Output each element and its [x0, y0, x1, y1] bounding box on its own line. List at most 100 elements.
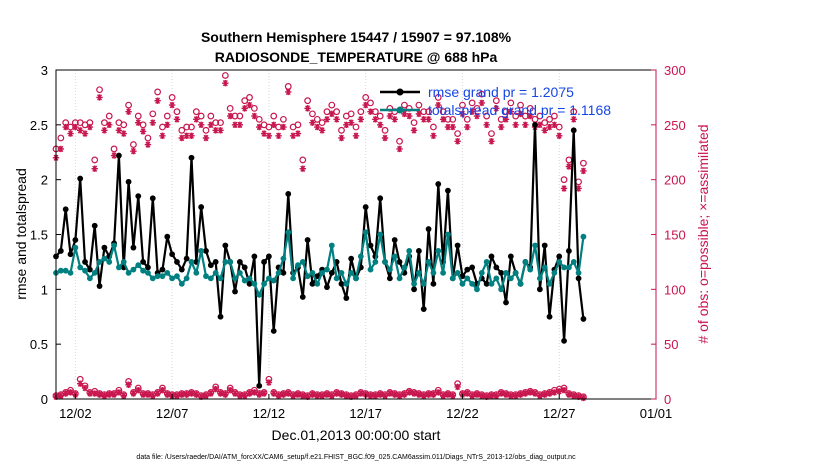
spread-point [236, 269, 243, 276]
obs-possible-marker [304, 97, 312, 105]
rmse-point [328, 269, 335, 276]
obs-assimilated-low-marker [352, 392, 360, 399]
obs-assimilated-marker [415, 110, 423, 118]
spread-point [348, 269, 355, 276]
obs-assimilated-marker [459, 110, 466, 118]
spread-point [430, 269, 437, 276]
obs-assimilated-marker [454, 138, 461, 145]
spread-point [135, 262, 142, 269]
obs-assimilated-low-marker [497, 390, 505, 397]
rmse-point [169, 251, 176, 258]
obs-assimilated-marker [347, 119, 355, 126]
spread-point [62, 267, 69, 274]
obs-assimilated-marker [168, 101, 176, 109]
spread-point [522, 259, 529, 265]
rmse-point [198, 204, 205, 210]
obs-possible-marker [105, 112, 113, 120]
rmse-point [183, 255, 190, 262]
rmse-point [67, 251, 74, 258]
obs-assimilated-low-marker [285, 390, 292, 397]
obs-possible-marker [226, 104, 234, 112]
spread-point [493, 275, 500, 282]
obs-assimilated-marker [81, 130, 89, 137]
spread-point [338, 269, 345, 276]
spread-point [193, 269, 200, 276]
obs-assimilated-low-marker [149, 392, 156, 399]
obs-possible-marker [120, 121, 128, 129]
obs-assimilated-low-marker [420, 392, 427, 399]
obs-possible-marker [318, 119, 326, 127]
obs-assimilated-marker [507, 108, 515, 115]
rmse-point [498, 269, 505, 276]
obs-assimilated-low-marker [256, 391, 263, 398]
obs-assimilated-low-marker [86, 390, 94, 397]
obs-assimilated-marker [299, 165, 306, 172]
spread-point [106, 259, 113, 265]
obs-possible-marker [410, 119, 418, 127]
obs-assimilated-low-marker [551, 389, 558, 396]
obs-possible-marker [270, 112, 278, 120]
y-right-tick-label: 0 [664, 392, 671, 407]
legend-spread-label: totalspread grand pr = 1.1168 [428, 102, 611, 118]
obs-assimilated-low-marker [570, 392, 577, 399]
rmse-point [416, 248, 422, 254]
obs-assimilated-marker [444, 123, 452, 131]
obs-assimilated-marker [357, 116, 365, 123]
obs-assimilated-marker [164, 121, 171, 129]
spread-point [314, 280, 321, 287]
rmse-point [343, 295, 350, 302]
obs-assimilated-low-marker [231, 390, 239, 397]
y-axis-label-right: # of obs: o=possible; ×=assimilated [695, 124, 711, 343]
rmse-point [566, 248, 572, 254]
obs-assimilated-low-marker [575, 393, 582, 401]
obs-assimilated-low-marker [212, 385, 219, 393]
obs-assimilated-marker [135, 119, 142, 126]
obs-assimilated-marker [391, 116, 398, 123]
obs-assimilated-low-marker [164, 391, 171, 398]
obs-assimilated-marker [222, 79, 229, 87]
obs-assimilated-low-marker [483, 393, 490, 401]
obs-assimilated-marker [560, 185, 568, 192]
obs-assimilated-marker [575, 185, 582, 192]
obs-assimilated-marker [285, 88, 292, 96]
obs-assimilated-marker [526, 112, 534, 120]
obs-possible-marker [96, 86, 103, 94]
obs-possible-marker [255, 115, 263, 123]
rmse-point [469, 264, 476, 271]
obs-assimilated-low-marker [522, 390, 529, 397]
rmse-point [362, 204, 369, 210]
rmse-point [96, 283, 103, 289]
obs-assimilated-low-marker [502, 391, 510, 398]
obs-assimilated-marker [439, 116, 447, 123]
obs-assimilated-low-marker [202, 392, 210, 399]
obs-assimilated-marker [580, 167, 587, 175]
obs-assimilated-low-marker [125, 381, 132, 388]
rmse-point [57, 248, 64, 254]
obs-assimilated-marker [352, 132, 360, 139]
obs-assimilated-low-marker [580, 394, 587, 402]
x-tick-label: 12/12 [253, 406, 286, 421]
obs-assimilated-marker [435, 101, 442, 109]
obs-assimilated-low-marker [217, 390, 224, 397]
obs-assimilated-marker [106, 121, 113, 129]
obs-assimilated-marker [522, 121, 529, 129]
obs-assimilated-marker [241, 105, 248, 112]
spread-point [435, 248, 442, 254]
spread-point [256, 291, 263, 298]
obs-assimilated-low-marker [565, 391, 573, 398]
obs-assimilated-marker [197, 121, 205, 129]
obs-possible-marker [560, 176, 568, 184]
obs-assimilated-low-marker [207, 390, 215, 397]
obs-assimilated-marker [251, 112, 258, 120]
obs-possible-marker [280, 115, 287, 123]
rmse-point [411, 286, 417, 293]
obs-assimilated-low-marker [386, 390, 394, 397]
obs-assimilated-low-marker [556, 388, 563, 395]
obs-possible-marker [57, 134, 65, 142]
obs-possible-marker [400, 101, 408, 109]
obs-assimilated-low-marker [76, 380, 84, 387]
spread-point [406, 248, 413, 254]
obs-assimilated-marker [570, 116, 577, 123]
obs-assimilated-low-marker [139, 391, 147, 398]
spread-point [575, 269, 582, 276]
